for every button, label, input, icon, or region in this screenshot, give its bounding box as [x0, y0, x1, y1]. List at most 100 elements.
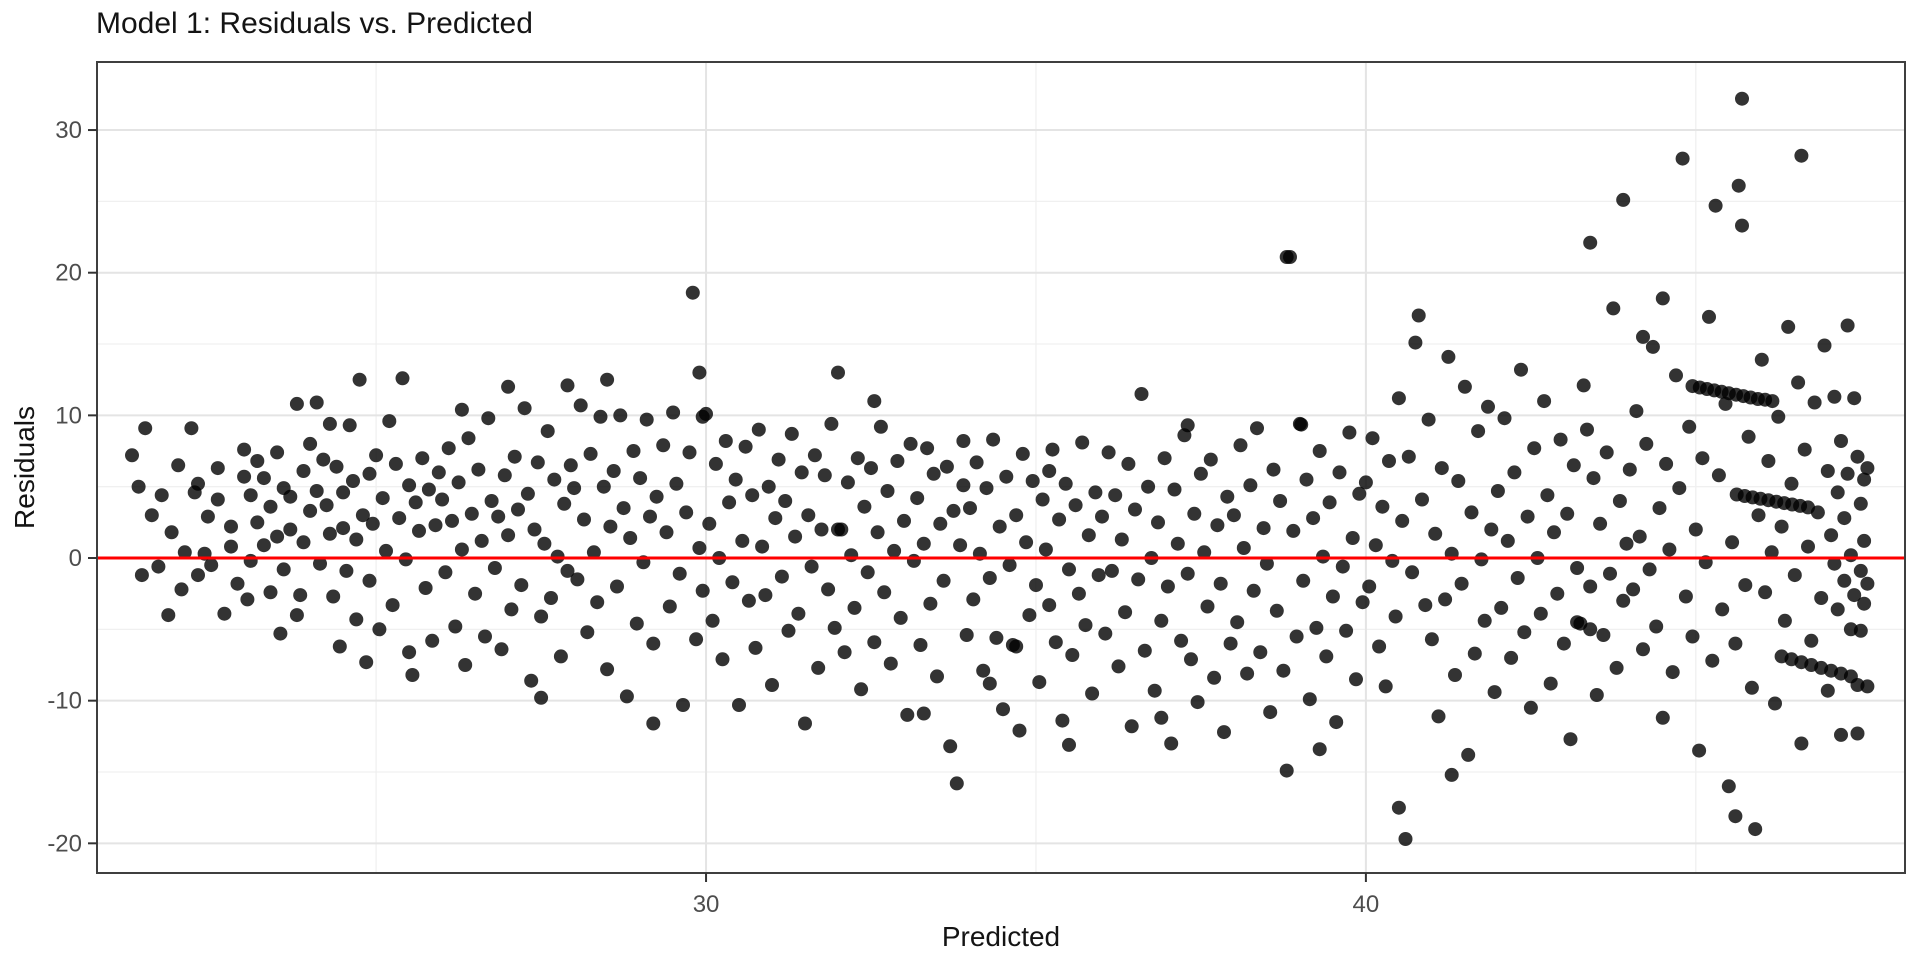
data-point — [1857, 533, 1872, 548]
data-point — [1398, 832, 1413, 846]
data-point — [732, 698, 746, 712]
data-point — [405, 668, 420, 682]
data-point — [1784, 476, 1799, 491]
data-point — [1764, 545, 1779, 560]
data-point — [890, 454, 905, 468]
data-point — [722, 495, 737, 510]
data-point — [1029, 578, 1043, 593]
data-point — [741, 593, 756, 608]
data-point — [1151, 515, 1165, 530]
data-point — [778, 494, 793, 508]
data-point — [191, 568, 205, 583]
data-point — [346, 474, 360, 488]
data-point — [715, 652, 730, 667]
data-point — [840, 475, 855, 490]
data-point — [1636, 329, 1650, 344]
data-point — [600, 662, 615, 677]
data-point — [999, 469, 1014, 484]
data-point — [507, 449, 522, 464]
data-point — [996, 702, 1010, 717]
data-point — [616, 501, 631, 516]
data-point — [1339, 623, 1354, 638]
data-point — [824, 416, 839, 431]
data-point — [1118, 605, 1133, 620]
data-point — [425, 633, 440, 648]
data-point — [883, 656, 898, 671]
data-point — [679, 505, 694, 520]
data-point — [788, 529, 803, 544]
data-point — [501, 528, 516, 543]
data-point — [494, 642, 509, 657]
data-point — [1375, 499, 1390, 514]
data-point — [1428, 526, 1443, 541]
data-point — [930, 669, 944, 684]
data-point — [1599, 445, 1614, 460]
data-point — [1636, 642, 1650, 657]
data-point — [1259, 556, 1274, 571]
data-point — [662, 599, 677, 614]
plot-title: Model 1: Residuals vs. Predicted — [96, 7, 533, 40]
data-point — [1834, 727, 1848, 742]
data-point — [933, 516, 948, 531]
data-point — [1669, 368, 1683, 383]
data-point — [877, 585, 892, 600]
data-point — [1576, 378, 1591, 393]
data-point — [817, 468, 832, 483]
data-point — [454, 542, 469, 557]
data-point — [1810, 505, 1825, 520]
y-tick-label: 20 — [55, 260, 82, 287]
data-point — [270, 529, 285, 544]
data-point — [626, 444, 641, 458]
data-point — [1593, 516, 1608, 531]
data-point — [1294, 417, 1309, 432]
data-point — [372, 622, 387, 637]
data-point — [758, 588, 773, 603]
data-point — [1184, 652, 1198, 667]
data-point — [283, 522, 298, 537]
data-point — [1200, 599, 1215, 614]
data-point — [903, 436, 918, 451]
data-point — [1418, 598, 1433, 613]
data-point — [1556, 636, 1571, 651]
data-point — [1580, 422, 1594, 437]
data-point — [956, 478, 971, 493]
data-point — [1114, 532, 1129, 547]
data-point — [289, 608, 304, 623]
data-point — [1012, 723, 1027, 738]
data-point — [1104, 563, 1119, 578]
data-point — [339, 563, 354, 578]
data-point — [1174, 633, 1189, 648]
data-point — [412, 523, 426, 538]
data-point — [873, 419, 888, 434]
data-point — [1108, 488, 1123, 503]
data-point — [1791, 375, 1806, 390]
data-point — [923, 596, 938, 611]
data-point — [1860, 576, 1875, 591]
data-point — [125, 448, 139, 463]
data-point — [332, 639, 347, 654]
y-axis-title: Residuals — [9, 406, 40, 529]
data-point — [481, 411, 496, 426]
data-point — [1781, 319, 1796, 334]
data-point — [834, 522, 849, 537]
data-point — [1170, 536, 1185, 551]
data-point — [1276, 663, 1291, 678]
data-point — [1857, 596, 1872, 611]
data-point — [910, 491, 925, 506]
data-point — [1190, 695, 1205, 710]
data-point — [243, 488, 258, 503]
data-point — [768, 511, 783, 526]
data-point — [1725, 535, 1740, 550]
data-point — [382, 414, 397, 429]
data-point — [435, 492, 450, 507]
data-point — [666, 405, 681, 420]
data-point — [1662, 542, 1677, 557]
data-point — [1520, 509, 1535, 524]
data-point — [1233, 438, 1248, 453]
data-point — [1847, 588, 1862, 603]
data-point — [992, 519, 1007, 534]
data-point — [243, 553, 258, 568]
data-point — [316, 452, 331, 467]
data-point — [1302, 692, 1317, 707]
data-point — [913, 638, 928, 652]
